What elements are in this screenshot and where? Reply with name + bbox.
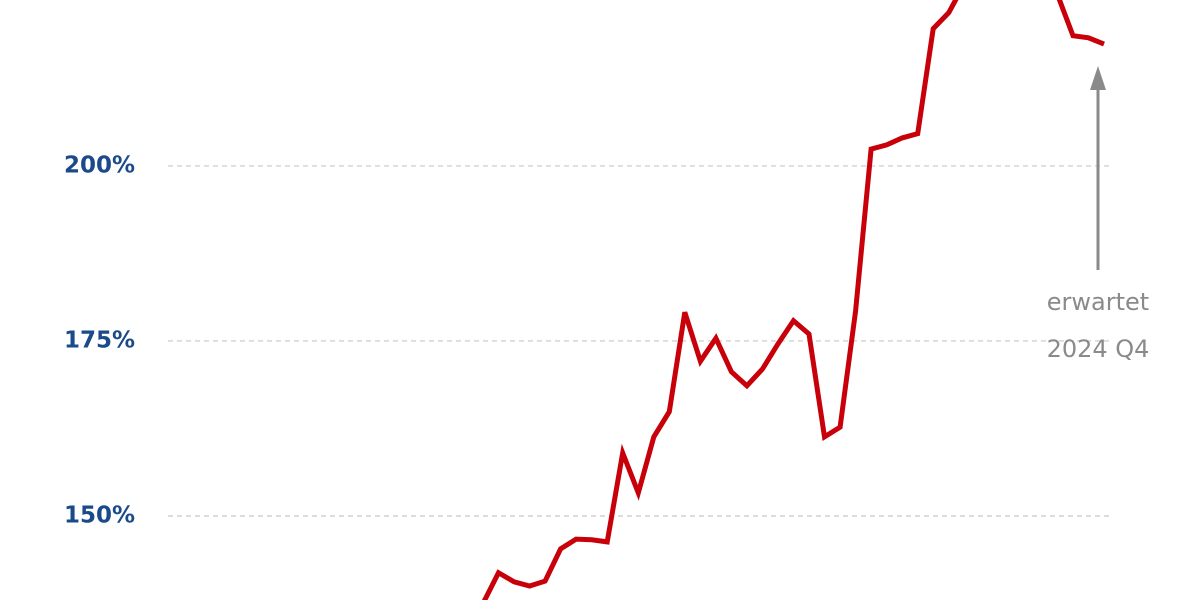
annotation-text: erwartet	[1047, 288, 1149, 316]
y-tick-label: 175%	[64, 327, 135, 353]
y-tick-label: 150%	[64, 502, 135, 528]
annotation-arrowhead	[1090, 66, 1106, 90]
data-line	[481, 0, 1105, 600]
annotation-text: 2024 Q4	[1047, 335, 1150, 363]
y-tick-label: 200%	[64, 152, 135, 178]
y-tick-label: 225%	[64, 0, 135, 3]
